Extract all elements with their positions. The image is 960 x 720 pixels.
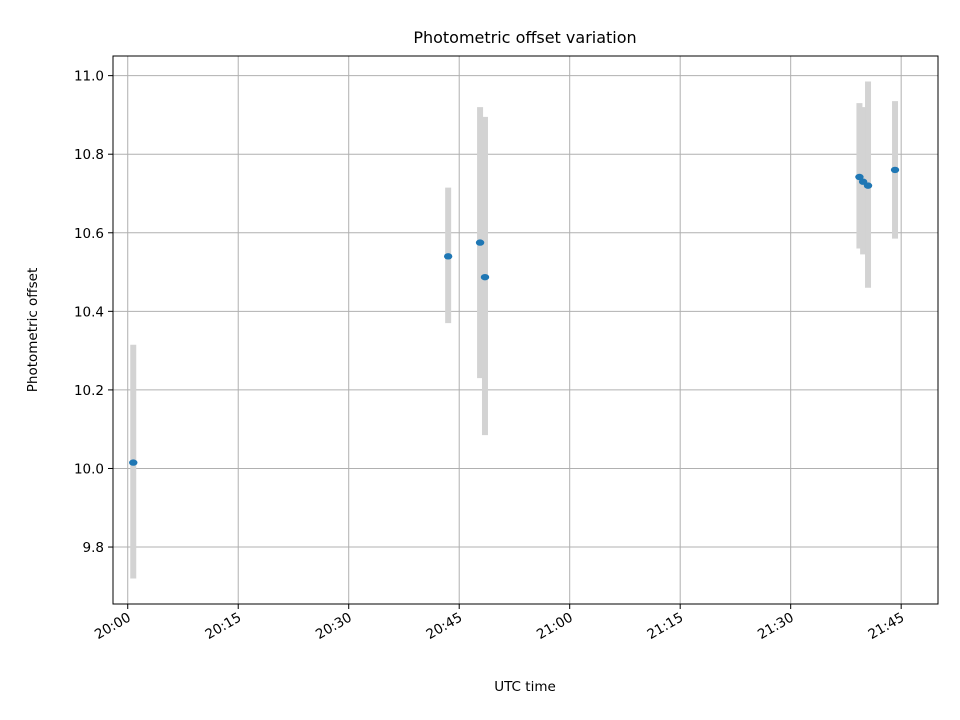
grid [113,56,938,604]
y-tick-label: 10.8 [74,147,104,163]
data-point [480,273,490,281]
plot-frame [112,55,939,605]
y-tick-label: 10.2 [74,383,104,399]
data-points [129,166,900,466]
chart-title: Photometric offset variation [413,28,636,47]
data-point [129,459,138,466]
data-point [890,166,900,174]
x-axis-label: UTC time [494,679,556,695]
data-point [475,239,485,246]
y-tick-label: 10.6 [74,226,104,242]
y-tick-label: 11.0 [74,69,104,85]
y-tick-label: 10.0 [74,461,104,477]
data-point [855,173,864,181]
y-tick-label: 10.4 [74,304,104,320]
y-axis: 9.8 10.0 10.2 10.4 10.6 10.8 11.0 [74,69,113,556]
y-axis-label: Photometric offset [25,268,41,392]
data-point [443,253,453,260]
y-tick-label: 9.8 [83,540,104,556]
data-point [863,182,873,189]
